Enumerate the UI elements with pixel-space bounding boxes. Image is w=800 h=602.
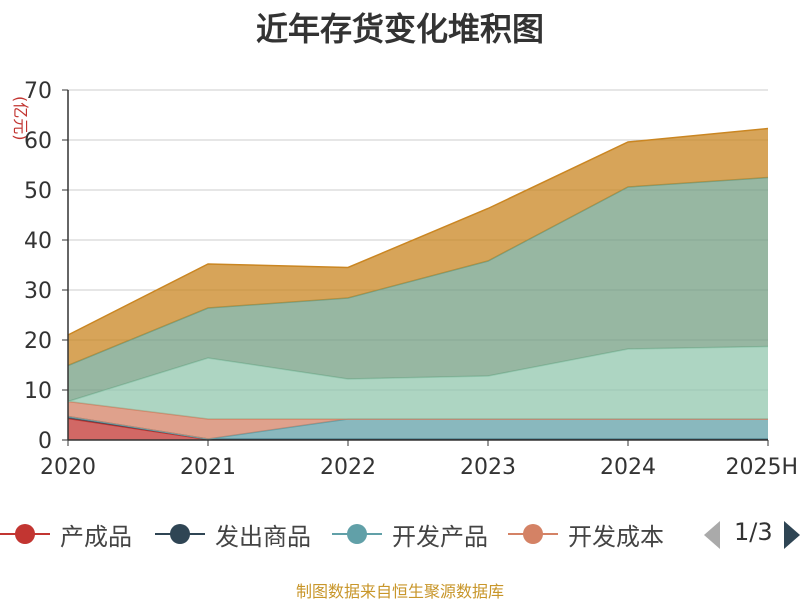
series-area-5[interactable] (68, 177, 768, 402)
x-tick-label: 2023 (460, 455, 516, 480)
legend-item-finished-goods[interactable]: 产成品 (0, 512, 132, 556)
legend-label: 开发产品 (392, 522, 488, 551)
legend-label: 开发成本 (568, 522, 664, 551)
x-tick-label: 2020 (40, 455, 96, 480)
legend-marker-icon (155, 524, 205, 544)
y-tick-label: 30 (24, 279, 52, 304)
y-tick-label: 20 (24, 329, 52, 354)
series-area-0[interactable] (68, 418, 768, 441)
legend-pager: 1/3 (700, 512, 800, 556)
legend-label: 发出商品 (215, 522, 311, 551)
legend-marker-icon (0, 524, 50, 544)
y-tick-label: 40 (24, 229, 52, 254)
y-tick-label: 10 (24, 379, 52, 404)
page-next-icon[interactable] (780, 517, 800, 553)
legend-marker-icon (332, 524, 382, 544)
x-tick-label: 2021 (180, 455, 236, 480)
data-source-note: 制图数据来自恒生聚源数据库 (295, 582, 504, 601)
x-tick-label: 2024 (600, 455, 656, 480)
legend-item-developed-products[interactable]: 开发产品 (332, 512, 488, 556)
legend-page-indicator: 1/3 (734, 518, 773, 546)
page-prev-icon[interactable] (702, 517, 726, 553)
series-area-4[interactable] (68, 346, 768, 420)
y-tick-label: 50 (24, 179, 52, 204)
x-tick-label: 2025H (725, 455, 798, 480)
series-area-3[interactable] (68, 401, 768, 440)
series-area-6[interactable] (68, 128, 768, 366)
legend-item-development-cost[interactable]: 开发成本 (508, 512, 664, 556)
y-tick-label: 0 (38, 429, 52, 454)
y-tick-label: 60 (24, 129, 52, 154)
legend-marker-icon (508, 524, 558, 544)
series-area-2[interactable] (68, 416, 768, 440)
chart-title: 近年存货变化堆积图 (255, 10, 544, 48)
series-line-6 (67, 127, 769, 336)
legend-label: 产成品 (60, 522, 132, 551)
x-tick-label: 2022 (320, 455, 376, 480)
legend: 产成品 发出商品 开发产品 开发成本 (0, 512, 800, 556)
y-tick-label: 70 (24, 79, 52, 104)
legend-item-shipped-goods[interactable]: 发出商品 (155, 512, 311, 556)
